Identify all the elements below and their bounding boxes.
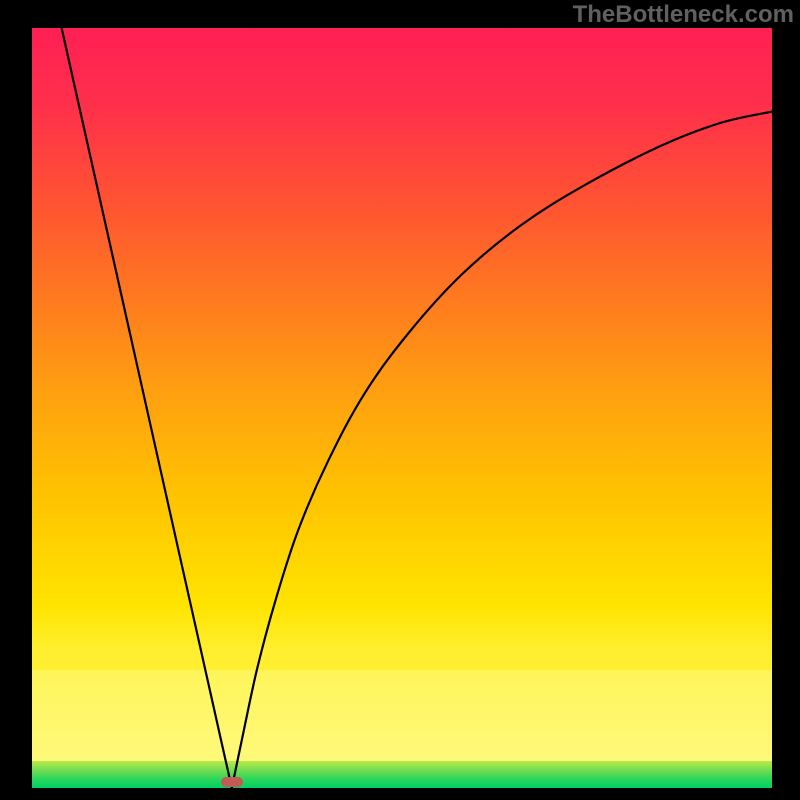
curve-left-branch: [62, 28, 232, 788]
chart-frame: TheBottleneck.com: [0, 0, 800, 800]
plot-area: [32, 28, 772, 788]
bottleneck-curve: [32, 28, 772, 788]
cusp-marker: [221, 777, 243, 787]
watermark-text: TheBottleneck.com: [573, 1, 794, 29]
curve-right-branch: [232, 112, 772, 788]
